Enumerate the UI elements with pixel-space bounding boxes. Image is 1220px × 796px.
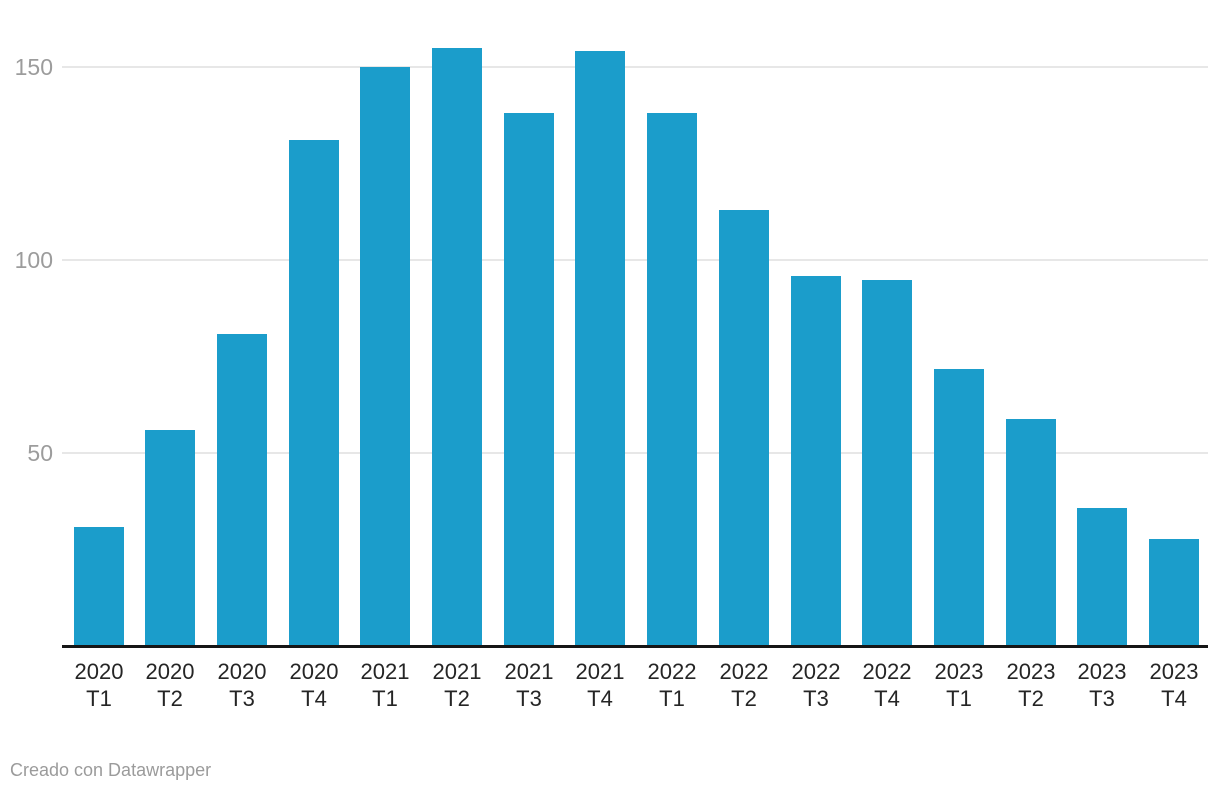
x-axis-label: 2020 T1	[74, 659, 124, 711]
bar-2022-t4[interactable]	[862, 280, 912, 647]
x-axis-label: 2023 T1	[934, 659, 984, 711]
bar-2022-t3[interactable]	[791, 276, 841, 647]
x-axis-label: 2020 T3	[217, 659, 267, 711]
x-axis-label: 2022 T1	[647, 659, 697, 711]
bar-2020-t3[interactable]	[217, 334, 267, 647]
x-axis-label: 2023 T2	[1006, 659, 1056, 711]
bar-2021-t4[interactable]	[575, 51, 625, 647]
bar-2022-t1[interactable]	[647, 113, 697, 647]
bar-2023-t2[interactable]	[1006, 419, 1056, 647]
x-axis-label: 2022 T3	[791, 659, 841, 711]
bar-2023-t1[interactable]	[934, 369, 984, 647]
y-axis-tick-label: 50	[27, 440, 53, 467]
x-axis-label: 2021 T3	[504, 659, 554, 711]
y-gridline	[62, 65, 1208, 68]
x-axis-label: 2023 T3	[1077, 659, 1127, 711]
y-axis-tick-label: 150	[14, 53, 53, 80]
bar-2021-t3[interactable]	[504, 113, 554, 647]
x-axis-label: 2021 T1	[360, 659, 410, 711]
y-gridline	[62, 452, 1208, 455]
bar-2021-t2[interactable]	[432, 48, 482, 647]
y-gridline	[62, 259, 1208, 261]
x-axis-label: 2022 T2	[719, 659, 769, 711]
bar-2022-t2[interactable]	[719, 210, 769, 647]
bar-2020-t4[interactable]	[289, 140, 339, 647]
x-axis-label: 2023 T4	[1149, 659, 1199, 711]
x-axis-label: 2020 T2	[145, 659, 195, 711]
x-axis-label: 2022 T4	[862, 659, 912, 711]
x-axis-line	[62, 645, 1208, 648]
x-axis-label: 2021 T2	[432, 659, 482, 711]
bar-2020-t1[interactable]	[74, 527, 124, 647]
x-axis-label: 2021 T4	[575, 659, 625, 711]
y-axis-tick-label: 100	[14, 247, 53, 273]
bar-2023-t4[interactable]	[1149, 539, 1199, 647]
bar-2021-t1[interactable]	[360, 67, 410, 647]
attribution-link[interactable]: Creado con Datawrapper	[10, 760, 212, 780]
x-axis-label: 2020 T4	[289, 659, 339, 711]
bar-2023-t3[interactable]	[1077, 508, 1127, 647]
bar-2020-t2[interactable]	[145, 430, 195, 647]
